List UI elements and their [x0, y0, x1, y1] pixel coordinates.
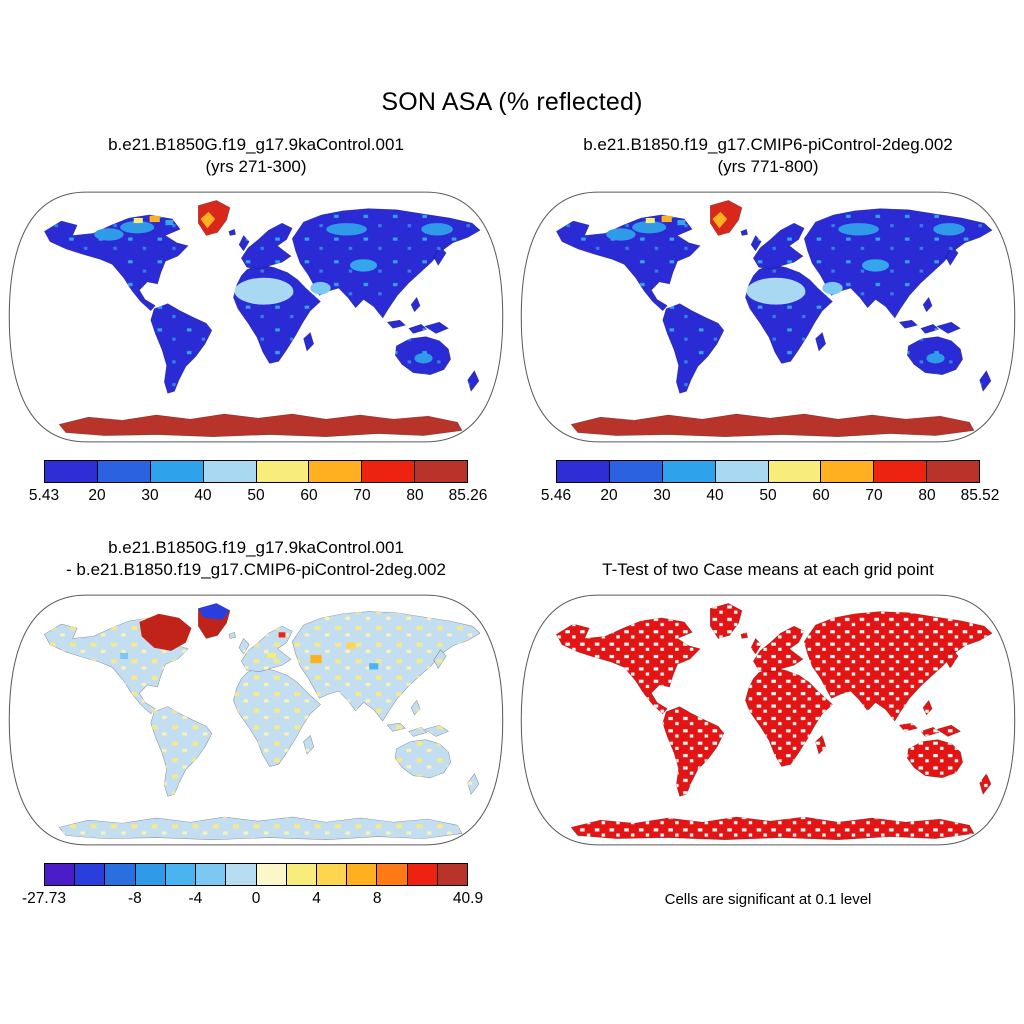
top-row: b.e21.B1850G.f19_g17.9kaControl.001 (yrs…: [0, 134, 1024, 507]
continents: [43, 199, 481, 438]
map-case2: [520, 191, 1016, 443]
continents: [43, 602, 481, 841]
map-case1: [8, 191, 504, 443]
colorbar-ticks: -27.73 -8 -4 0 4 8 40.9: [22, 886, 483, 910]
continents: [555, 199, 993, 438]
map-ttest: [520, 594, 1016, 846]
colorbar-tick-label: 20: [600, 487, 618, 504]
colorbar-ticks: 5.46 20 30 40 50 60 70 80 85.52: [541, 483, 999, 507]
colorbar-tick-label: -8: [127, 890, 142, 907]
colorbar-tick-label: 50: [247, 487, 265, 504]
colorbar-segment: [347, 864, 378, 885]
colorbar-segment: [362, 461, 416, 482]
colorbar-tick-label: 40: [706, 487, 724, 504]
colorbar-segment: [150, 461, 204, 482]
colorbar-segment: [874, 461, 928, 482]
colorbar-tick-label: -27.73: [22, 890, 66, 907]
colorbar-segment: [45, 864, 76, 885]
significance-caption: Cells are significant at 0.1 level: [664, 891, 872, 908]
colorbar-segment: [105, 864, 136, 885]
colorbar-tick-label: 50: [759, 487, 777, 504]
colorbar-segment: [715, 461, 769, 482]
colorbar-segment: [97, 461, 151, 482]
colorbar-case2: 5.46 20 30 40 50 60 70 80 85.52: [541, 460, 999, 507]
colorbar-tick-label: 85.52: [960, 487, 1000, 504]
colorbar-segment: [768, 461, 822, 482]
colorbar-tick-label: 5.46: [540, 487, 572, 504]
colorbar-segment: [437, 864, 468, 885]
diff-title-line2: - b.e21.B1850.f19_g17.CMIP6-piControl-2d…: [66, 560, 446, 579]
panel-difference: b.e21.B1850G.f19_g17.9kaControl.001 - b.…: [0, 537, 512, 910]
colorbar-tick-label: 70: [353, 487, 371, 504]
case1-title-line1: b.e21.B1850G.f19_g17.9kaControl.001: [108, 135, 404, 154]
panel-ttest: T-Test of two Case means at each grid po…: [512, 537, 1024, 910]
panel-difference-title: b.e21.B1850G.f19_g17.9kaControl.001 - b.…: [66, 537, 446, 581]
colorbar-segment: [821, 461, 875, 482]
colorbar-segment: [45, 461, 98, 482]
colorbar-segment: [407, 864, 438, 885]
colorbar-tick-label: 30: [141, 487, 159, 504]
colorbar-segment: [557, 461, 610, 482]
colorbar-tick-label: 70: [865, 487, 883, 504]
panel-case2: b.e21.B1850.f19_g17.CMIP6-piControl-2deg…: [512, 134, 1024, 507]
bottom-row: b.e21.B1850G.f19_g17.9kaControl.001 - b.…: [0, 537, 1024, 910]
panel-ttest-title: T-Test of two Case means at each grid po…: [602, 537, 934, 581]
colorbar-segments: [556, 460, 980, 483]
panel-case1-title: b.e21.B1850G.f19_g17.9kaControl.001 (yrs…: [108, 134, 404, 178]
colorbar-segment: [256, 864, 287, 885]
colorbar-segment: [165, 864, 197, 885]
colorbar-segment: [662, 461, 716, 482]
colorbar-segment: [256, 461, 310, 482]
colorbar-tick-label: 40: [194, 487, 212, 504]
colorbar-segment: [609, 461, 663, 482]
colorbar-tick-label: 85.26: [448, 487, 488, 504]
colorbar-ticks: 5.43 20 30 40 50 60 70 80 85.26: [29, 483, 487, 507]
panel-case2-title: b.e21.B1850.f19_g17.CMIP6-piControl-2deg…: [583, 134, 953, 178]
colorbar-segment: [196, 864, 227, 885]
colorbar-difference: -27.73 -8 -4 0 4 8 40.9: [22, 863, 483, 910]
panel-grid: b.e21.B1850G.f19_g17.9kaControl.001 (yrs…: [0, 134, 1024, 910]
map-difference: [8, 594, 504, 846]
colorbar-segment: [75, 864, 106, 885]
colorbar-segment: [377, 864, 408, 885]
colorbar-segment: [135, 864, 166, 885]
colorbar-tick-label: 80: [918, 487, 936, 504]
colorbar-case1: 5.43 20 30 40 50 60 70 80 85.26: [29, 460, 487, 507]
colorbar-tick-label: 4: [312, 890, 321, 907]
colorbar-segment: [309, 461, 363, 482]
colorbar-tick-label: 8: [372, 890, 382, 907]
colorbar-tick-label: 80: [406, 487, 424, 504]
colorbar-tick-label: 30: [653, 487, 671, 504]
colorbar-tick-label: -4: [188, 890, 203, 907]
case2-title-line2: (yrs 771-800): [717, 157, 819, 176]
continents: [555, 602, 993, 841]
colorbar-tick-label: 40.9: [452, 890, 484, 907]
colorbar-segment: [927, 461, 979, 482]
ttest-title-line: T-Test of two Case means at each grid po…: [602, 560, 934, 579]
panel-case1: b.e21.B1850G.f19_g17.9kaControl.001 (yrs…: [0, 134, 512, 507]
colorbar-tick-label: 20: [88, 487, 106, 504]
colorbar-segment: [316, 864, 348, 885]
case2-title-line1: b.e21.B1850.f19_g17.CMIP6-piControl-2deg…: [583, 135, 953, 154]
colorbar-segment: [226, 864, 257, 885]
colorbar-segment: [415, 461, 467, 482]
colorbar-tick-label: 5.43: [28, 487, 60, 504]
figure-title: SON ASA (% reflected): [381, 88, 643, 116]
colorbar-segment: [203, 461, 257, 482]
colorbar-segments: [44, 863, 468, 886]
diff-title-line1: b.e21.B1850G.f19_g17.9kaControl.001: [108, 538, 404, 557]
colorbar-segments: [44, 460, 468, 483]
colorbar-tick-label: 0: [251, 890, 261, 907]
colorbar-segment: [286, 864, 317, 885]
colorbar-tick-label: 60: [812, 487, 830, 504]
case1-title-line2: (yrs 271-300): [205, 157, 307, 176]
colorbar-tick-label: 60: [300, 487, 318, 504]
